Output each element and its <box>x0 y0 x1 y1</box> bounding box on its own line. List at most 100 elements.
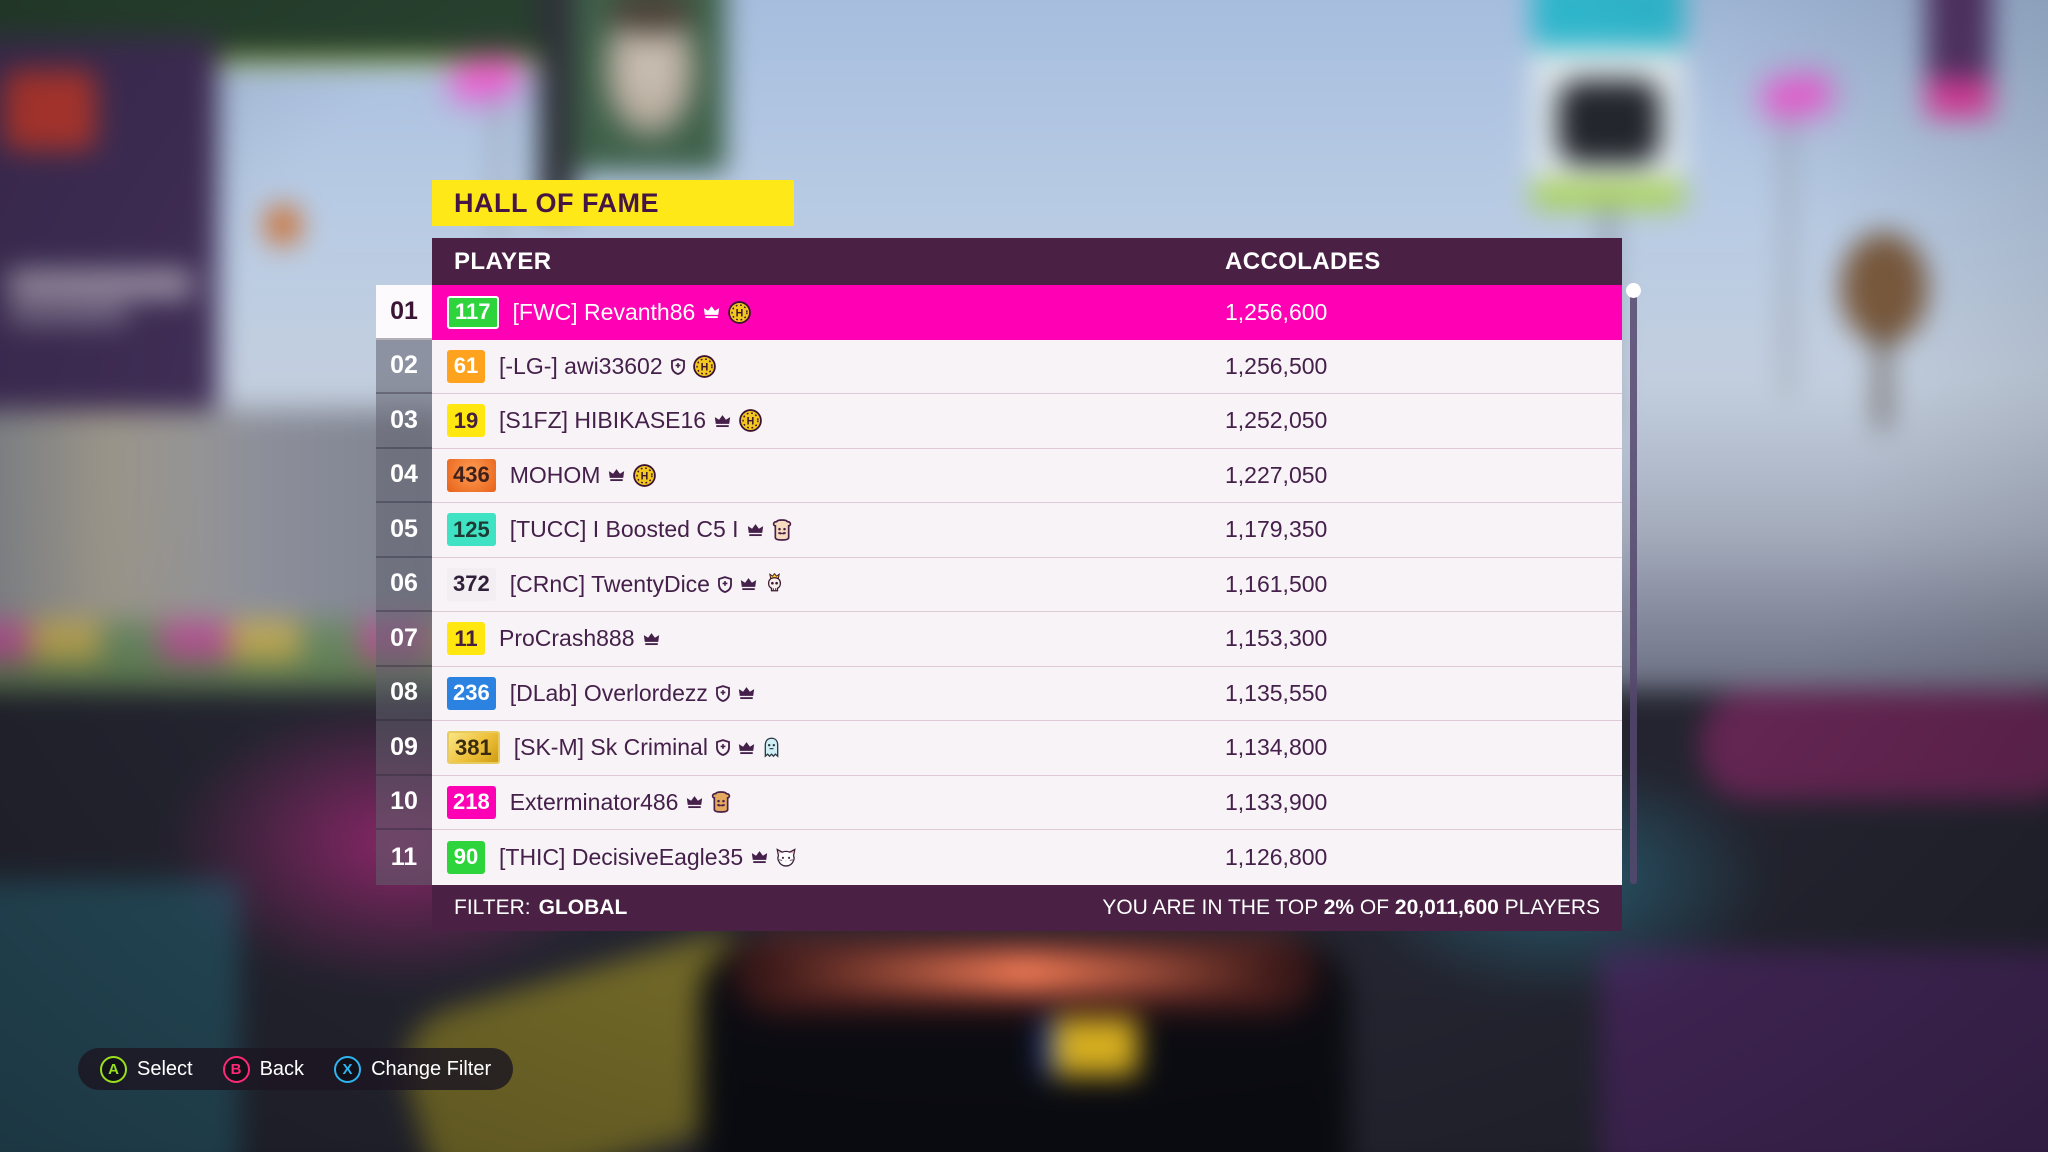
player-name: [TUCC] I Boosted C5 I <box>509 516 739 543</box>
accolades-value: 1,133,900 <box>1225 788 1328 815</box>
control-label: Change Filter <box>371 1057 492 1080</box>
rank-cell: 01 <box>376 285 432 340</box>
level-badge: 372 <box>447 567 496 601</box>
rank-cell: 06 <box>376 557 432 612</box>
table-row[interactable]: 19 [S1FZ] HIBIKASE16 H 1,252,050 <box>432 394 1622 449</box>
horizon-badge-icon: H <box>739 409 762 433</box>
background-car-taillight <box>755 952 1295 992</box>
control-label: Select <box>137 1057 193 1080</box>
rank-status-text: OF <box>1354 895 1395 919</box>
background-light-pole-right <box>1784 95 1791 395</box>
table-row[interactable]: 90 [THIC] DecisiveEagle35 1,126,800 <box>432 830 1622 885</box>
crown-icon <box>738 686 755 700</box>
table-row[interactable]: 61 [-LG-] awi33602 H 1,256,500 <box>432 339 1622 394</box>
level-badge: 236 <box>447 676 496 710</box>
accolades-value: 1,256,600 <box>1225 298 1328 325</box>
background-far-banner <box>1926 0 1992 82</box>
table-row[interactable]: 11 ProCrash888 1,153,300 <box>432 612 1622 667</box>
player-name: [DLab] Overlordezz <box>509 679 708 706</box>
crown-icon <box>738 741 755 755</box>
cat-icon <box>776 848 796 867</box>
accolades-value: 1,227,050 <box>1225 461 1328 488</box>
crown-icon <box>740 577 757 591</box>
player-name: [S1FZ] HIBIKASE16 <box>499 407 707 434</box>
background-pink-light <box>1802 84 1822 104</box>
table-row[interactable]: 372 [CRnC] TwentyDice 1,161,500 <box>432 557 1622 612</box>
level-badge: 218 <box>447 785 496 819</box>
background-track-paint <box>0 880 240 1152</box>
background-balloon <box>265 205 301 245</box>
toast-tan-icon <box>711 791 731 814</box>
level-badge: 19 <box>447 404 485 438</box>
background-light-pole-left <box>494 80 501 240</box>
rank-cell: 11 <box>376 830 432 885</box>
level-badge: 117 <box>447 295 499 329</box>
rank-status-text: YOU ARE IN THE TOP <box>1102 895 1324 919</box>
player-name: Exterminator486 <box>509 788 679 815</box>
table-row[interactable]: 236 [DLab] Overlordezz 1,135,550 <box>432 666 1622 721</box>
table-row[interactable]: 125 [TUCC] I Boosted C5 I 1,179,350 <box>432 503 1622 558</box>
rank-status: YOU ARE IN THE TOP 2% OF 20,011,600 PLAY… <box>1102 885 1600 931</box>
background-tree <box>1840 232 1928 344</box>
shield-icon <box>718 575 732 593</box>
background-crowd-stands <box>0 410 450 625</box>
svg-text:H: H <box>641 470 649 482</box>
button-b-icon: B <box>222 1055 250 1083</box>
control-label: Back <box>259 1057 305 1080</box>
background-pink-light <box>490 66 510 86</box>
background-banner-text <box>8 270 193 298</box>
player-name: [-LG-] awi33602 <box>499 352 663 379</box>
rank-cell: 10 <box>376 775 432 830</box>
accolades-value: 1,135,550 <box>1225 679 1328 706</box>
crown-icon <box>714 414 731 428</box>
background-pink-light <box>1772 88 1792 108</box>
shield-icon <box>715 684 730 702</box>
svg-text:H: H <box>700 361 708 373</box>
rank-cell: 08 <box>376 666 432 721</box>
control-back[interactable]: B Back <box>222 1055 305 1083</box>
background-right-banner-top <box>1532 0 1684 48</box>
background-banner-text <box>8 305 128 323</box>
table-row[interactable]: 218 Exterminator486 1,133,900 <box>432 775 1622 830</box>
background-roofline <box>0 56 680 65</box>
level-badge: 11 <box>447 622 485 656</box>
table-row[interactable]: 381 [SK-M] Sk Criminal 1,134,800 <box>432 721 1622 776</box>
player-name: [THIC] DecisiveEagle35 <box>499 843 744 870</box>
level-badge: 381 <box>447 731 500 765</box>
player-name: [SK-M] Sk Criminal <box>513 734 708 761</box>
background-far-banner-bottom <box>1926 78 1992 118</box>
rank-cell: 04 <box>376 448 432 503</box>
filter-status: FILTER: GLOBAL <box>454 885 627 931</box>
accolades-value: 1,153,300 <box>1225 625 1328 652</box>
control-change-filter[interactable]: X Change Filter <box>334 1055 492 1083</box>
leaderboard: PLAYER ACCOLADES 117 [FWC] Revanth86 H 1,25… <box>432 238 1622 931</box>
background-tree-trunk <box>1878 328 1887 428</box>
column-header-accolades: ACCOLADES <box>1225 248 1381 275</box>
leaderboard-header: PLAYER ACCOLADES <box>432 238 1622 285</box>
background-billboard-pole <box>538 0 576 210</box>
crown-icon <box>643 632 660 646</box>
button-a-icon: A <box>100 1055 127 1083</box>
background-license-plate-euroband <box>1042 1018 1054 1076</box>
table-row[interactable]: 436 MOHOM H 1,227,050 <box>432 448 1622 503</box>
ghost-icon <box>763 737 780 758</box>
control-select[interactable]: A Select <box>100 1055 193 1083</box>
rank-status-count: 20,011,600 <box>1394 895 1499 919</box>
rank-cell: 09 <box>376 721 432 776</box>
button-x-icon: X <box>334 1055 362 1083</box>
toast-light-icon <box>772 518 792 541</box>
scrollbar[interactable] <box>1626 283 1641 884</box>
background-right-banner-bottom <box>1532 182 1684 208</box>
level-badge: 61 <box>447 349 485 383</box>
accolades-value: 1,252,050 <box>1225 407 1328 434</box>
table-row[interactable]: 117 [FWC] Revanth86 H 1,256,600 <box>432 285 1622 340</box>
rank-column: 01 02 03 04 05 06 07 08 09 10 11 <box>376 285 432 885</box>
crown-icon <box>747 523 764 537</box>
accolades-value: 1,134,800 <box>1225 734 1328 761</box>
level-badge: 90 <box>447 840 485 874</box>
background-track-paint <box>1600 950 2048 1152</box>
player-name: [CRnC] TwentyDice <box>509 570 710 597</box>
background-pink-light <box>460 72 480 92</box>
scrollbar-thumb[interactable] <box>1626 283 1641 298</box>
controller-hints: A Select B Back X Change Filter <box>78 1048 514 1090</box>
